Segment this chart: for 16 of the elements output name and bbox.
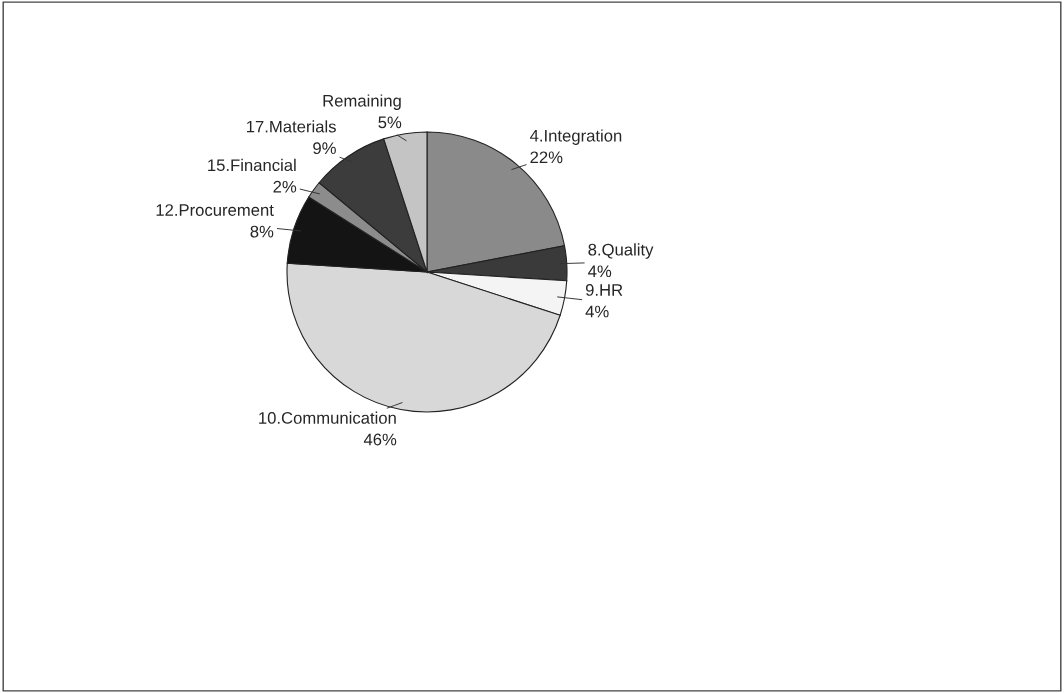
slice-label: 9.HR [585, 284, 623, 296]
data-label: 8% [250, 225, 274, 238]
slice-label: 17.Materials [247, 120, 336, 133]
slice-label: 12.Procurement [156, 204, 274, 216]
data-label: 2% [273, 180, 297, 193]
slice-label: 15.Financial [208, 158, 296, 172]
data-label: 5% [378, 116, 402, 129]
data-label: 4% [585, 305, 609, 318]
data-label: 4% [588, 265, 612, 278]
slice-label: 10.Communication [259, 411, 396, 424]
data-label: 9% [313, 142, 336, 155]
slice-label: Remaining [323, 94, 401, 110]
slice-label: 4.Integration [530, 129, 622, 145]
data-label: 46% [363, 433, 397, 446]
data-label: 22% [530, 151, 563, 164]
slice-label: 8.Quality [588, 243, 654, 259]
